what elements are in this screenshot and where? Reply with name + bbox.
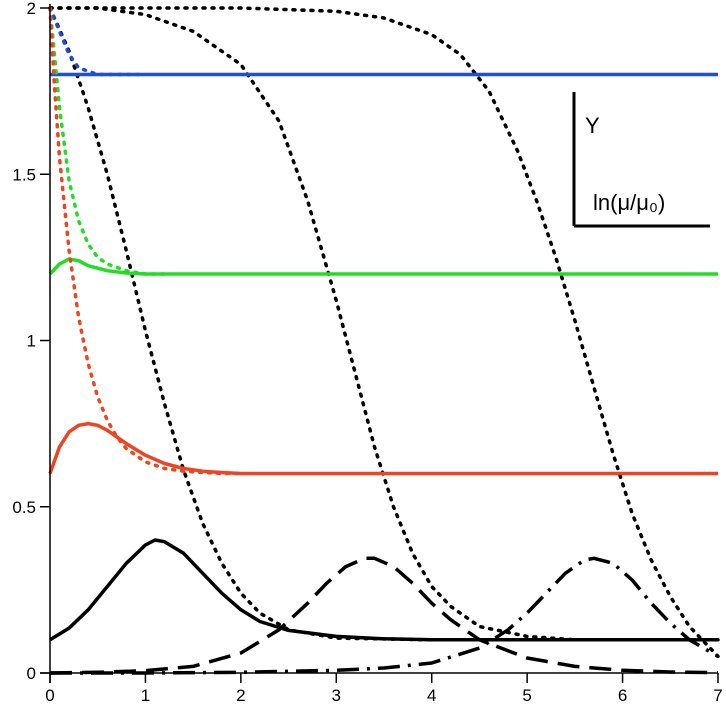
legend-box: Y ln(μ/μ₀) (572, 92, 710, 228)
x-tick-label: 4 (427, 686, 436, 705)
x-tick-label: 1 (141, 686, 150, 705)
series-line-dotted-5 (48, 6, 167, 276)
series-line-solid-6 (48, 257, 718, 276)
x-tick-label: 7 (713, 686, 722, 705)
y-tick-label: 0.5 (12, 498, 36, 517)
series-line-dotted-3 (48, 6, 148, 77)
x-tick-label: 6 (618, 686, 627, 705)
series-line-dashed-10 (49, 556, 719, 675)
y-tick-label: 2 (27, 0, 36, 18)
y-tick-label: 1.5 (12, 165, 36, 184)
plot-series-layer (48, 6, 720, 675)
series-line-dotted-2 (48, 6, 720, 659)
axes: 0 1 2 3 4 5 6 7 0 0.5 1 1.5 2 (12, 0, 722, 705)
series-line-solid-9 (49, 538, 718, 642)
legend-xlabel: ln(μ/μ₀) (593, 190, 665, 215)
series-line-dashdot-11 (50, 556, 719, 675)
series-line-solid-8 (48, 421, 718, 476)
y-tick-label: 1 (27, 332, 36, 351)
x-tick-label: 5 (522, 686, 531, 705)
y-tick-label: 0 (27, 664, 36, 683)
series-line-dotted-7 (48, 6, 243, 476)
series-line-dotted-0 (48, 6, 720, 642)
x-tick-label: 0 (45, 686, 54, 705)
series-line-dotted-1 (48, 6, 720, 642)
legend-ylabel: Y (585, 113, 600, 138)
x-tick-label: 3 (332, 686, 341, 705)
x-tick-label: 2 (236, 686, 245, 705)
